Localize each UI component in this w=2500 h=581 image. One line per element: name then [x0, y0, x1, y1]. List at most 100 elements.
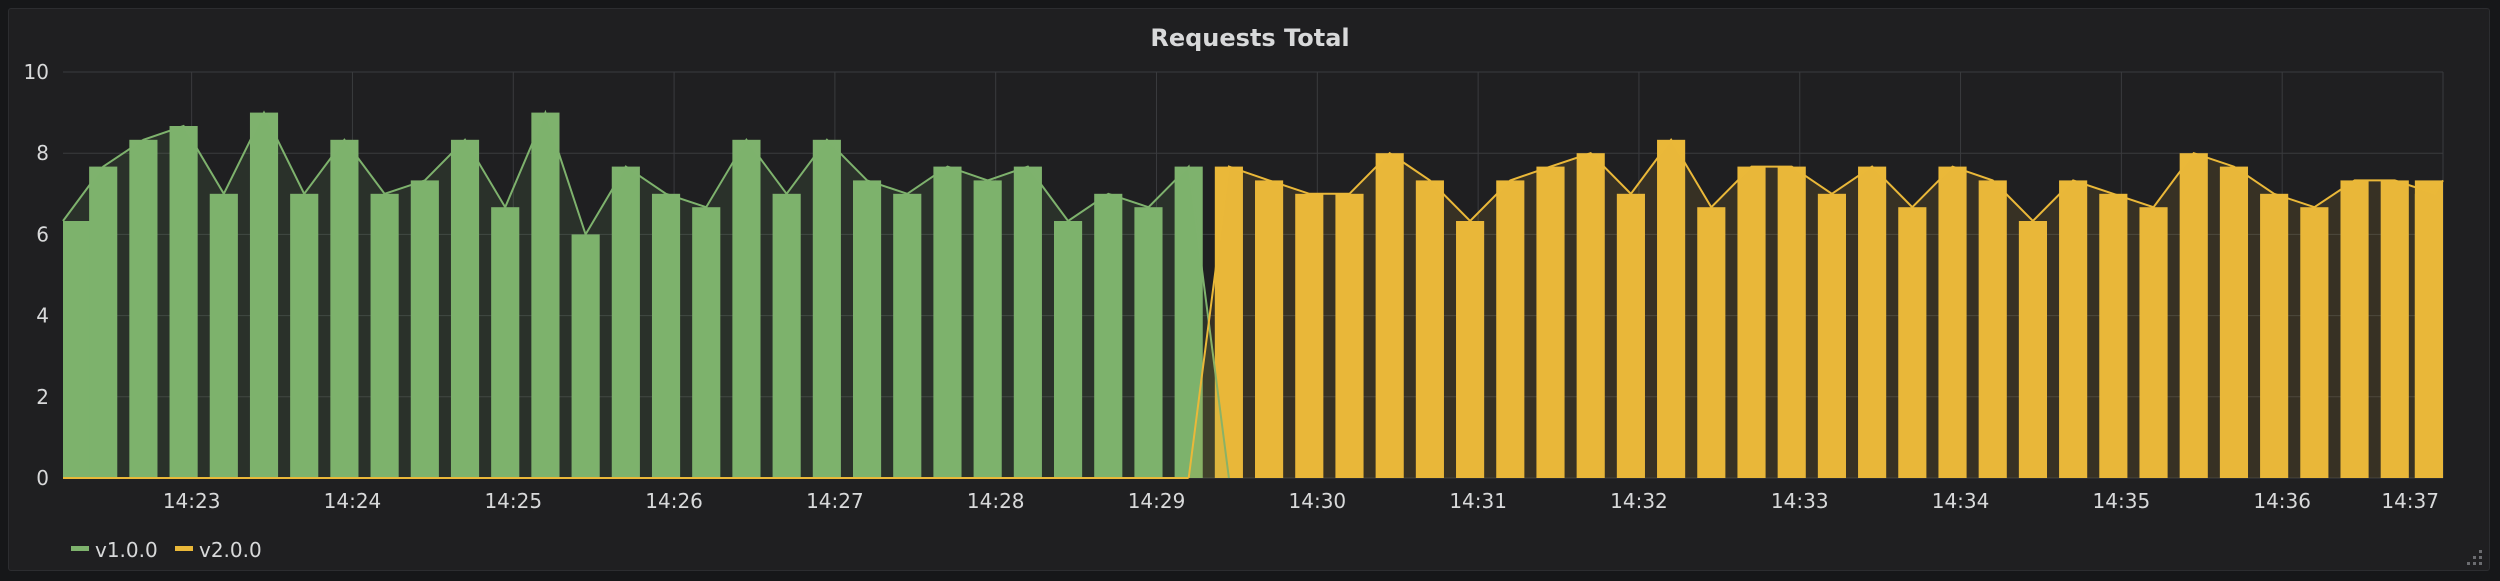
x-tick-label: 14:28: [967, 489, 1025, 513]
bar-v1.0.0-4[interactable]: [209, 193, 238, 479]
bar-v2.0.0-12[interactable]: [1657, 139, 1686, 478]
y-tick-label: 2: [36, 385, 49, 409]
bar-v2.0.0-30[interactable]: [2380, 180, 2409, 479]
panel-title[interactable]: Requests Total: [1150, 24, 1349, 52]
bars: [63, 112, 2443, 479]
resize-dot: [2479, 556, 2482, 559]
bar-v1.0.0-12[interactable]: [531, 112, 560, 478]
x-tick-label: 14:36: [2253, 489, 2311, 513]
bar-v2.0.0-4[interactable]: [1335, 193, 1364, 479]
resize-handle-icon[interactable]: [2467, 550, 2482, 565]
bar-v2.0.0-8[interactable]: [1496, 180, 1525, 479]
x-tick-label: 14:31: [1449, 489, 1507, 513]
graph-panel: Requests Total 0 2 4 6 8 10 14:23 14:24 14:25 14:…: [8, 8, 2490, 571]
bar-v1.0.0-6[interactable]: [290, 193, 319, 479]
legend-item-v2.0.0[interactable]: v2.0.0: [175, 538, 262, 562]
bar-v1.0.0-5[interactable]: [249, 112, 279, 478]
bar-v2.0.0-13[interactable]: [1697, 207, 1726, 478]
y-tick-label: 10: [24, 60, 49, 84]
resize-dot: [2467, 562, 2470, 565]
line-v2.0.0: [1187, 138, 2444, 479]
bar-v2.0.0-24[interactable]: [2139, 207, 2168, 478]
bar-v1.0.0-18[interactable]: [772, 193, 801, 479]
bar-v1.0.0-8[interactable]: [370, 193, 399, 479]
bar-v1.0.0-13[interactable]: [571, 234, 600, 478]
bar-v1.0.0-20[interactable]: [852, 180, 882, 479]
bar-v1.0.0-26[interactable]: [1094, 193, 1123, 479]
bar-v2.0.0-23[interactable]: [2099, 193, 2128, 479]
bar-v2.0.0-26[interactable]: [2219, 166, 2249, 478]
bar-v2.0.0-3[interactable]: [1295, 193, 1324, 479]
resize-dot: [2473, 562, 2476, 565]
bar-v2.0.0-6[interactable]: [1415, 180, 1444, 479]
bar-v2.0.0-25[interactable]: [2179, 153, 2208, 478]
resize-dot: [2473, 556, 2476, 559]
bar-v1.0.0-14[interactable]: [611, 166, 640, 478]
bar-v2.0.0-20[interactable]: [1978, 180, 2007, 479]
x-tick-label: 14:24: [324, 489, 382, 513]
bar-v2.0.0-10[interactable]: [1576, 153, 1605, 478]
bar-v1.0.0-22[interactable]: [933, 166, 962, 478]
bar-v1.0.0-3[interactable]: [169, 125, 198, 479]
y-tick-label: 8: [36, 141, 49, 165]
bar-v1.0.0-27[interactable]: [1134, 207, 1163, 478]
bar-v2.0.0-11[interactable]: [1616, 193, 1645, 479]
resize-dot: [2479, 550, 2482, 553]
x-tick-label: 14:32: [1610, 489, 1668, 513]
bar-v1.0.0-16[interactable]: [692, 207, 721, 478]
axes: 0 2 4 6 8 10 14:23 14:24 14:25 14:26 14:27 14:28 14:…: [24, 60, 2439, 513]
bar-v1.0.0-28[interactable]: [1174, 166, 1203, 478]
x-tick-label: 14:35: [2093, 489, 2151, 513]
legend: v1.0.0 v2.0.0: [71, 538, 2482, 565]
legend-label: v1.0.0: [95, 538, 158, 562]
bar-v2.0.0-19[interactable]: [1938, 166, 1967, 478]
x-tick-label: 14:25: [484, 489, 542, 513]
bar-v1.0.0-17[interactable]: [732, 139, 761, 478]
bar-v1.0.0-1[interactable]: [89, 166, 118, 478]
bar-v2.0.0-7[interactable]: [1456, 221, 1485, 478]
bar-v2.0.0-15[interactable]: [1777, 166, 1806, 478]
bar-v1.0.0-7[interactable]: [330, 139, 359, 478]
bar-v1.0.0-9[interactable]: [410, 180, 439, 479]
requests-total-chart: Requests Total 0 2 4 6 8 10 14:23 14:24 14:25 14:…: [24, 24, 2482, 565]
area-v2.0.0: [1188, 139, 2443, 479]
x-tick-label: 14:34: [1932, 489, 1990, 513]
bar-v2.0.0-9[interactable]: [1536, 166, 1565, 478]
bar-v2.0.0-27[interactable]: [2260, 193, 2289, 479]
bar-v1.0.0-0[interactable]: [63, 221, 92, 478]
bar-v1.0.0-10[interactable]: [450, 139, 480, 478]
bar-v2.0.0-32[interactable]: [2414, 180, 2443, 479]
bar-v2.0.0-5[interactable]: [1375, 153, 1404, 478]
bar-v1.0.0-23[interactable]: [973, 180, 1002, 479]
legend-swatch: [71, 546, 89, 551]
legend-item-v1.0.0[interactable]: v1.0.0: [71, 538, 158, 562]
bar-v2.0.0-18[interactable]: [1898, 207, 1927, 478]
legend-swatch: [175, 546, 193, 551]
bar-v1.0.0-11[interactable]: [491, 207, 520, 478]
bar-v2.0.0-28[interactable]: [2300, 207, 2329, 478]
bar-v2.0.0-21[interactable]: [2018, 221, 2048, 478]
bar-v2.0.0-17[interactable]: [1858, 166, 1887, 478]
x-tick-label: 14:26: [645, 489, 703, 513]
bar-v2.0.0-22[interactable]: [2059, 180, 2088, 479]
x-tick-label: 14:33: [1771, 489, 1829, 513]
x-tick-label: 14:27: [806, 489, 864, 513]
bar-v2.0.0-2[interactable]: [1255, 180, 1284, 479]
bar-v1.0.0-21[interactable]: [893, 193, 922, 479]
bar-v1.0.0-25[interactable]: [1053, 221, 1083, 478]
bar-v2.0.0-16[interactable]: [1817, 193, 1846, 479]
y-tick-label: 6: [36, 222, 49, 246]
x-tick-label: 14:37: [2381, 489, 2439, 513]
y-tick-label: 0: [36, 466, 49, 490]
series-lines: [62, 109, 2444, 479]
x-tick-label: 14:23: [163, 489, 221, 513]
x-tick-label: 14:30: [1289, 489, 1347, 513]
bar-v1.0.0-24[interactable]: [1013, 166, 1042, 478]
bar-v1.0.0-19[interactable]: [812, 139, 841, 478]
bar-v2.0.0-1[interactable]: [1214, 166, 1243, 478]
bar-v1.0.0-15[interactable]: [651, 193, 681, 479]
bar-v1.0.0-2[interactable]: [129, 139, 158, 478]
bar-v2.0.0-29[interactable]: [2340, 180, 2369, 479]
bar-v2.0.0-14[interactable]: [1737, 166, 1766, 478]
y-tick-label: 4: [36, 304, 49, 328]
